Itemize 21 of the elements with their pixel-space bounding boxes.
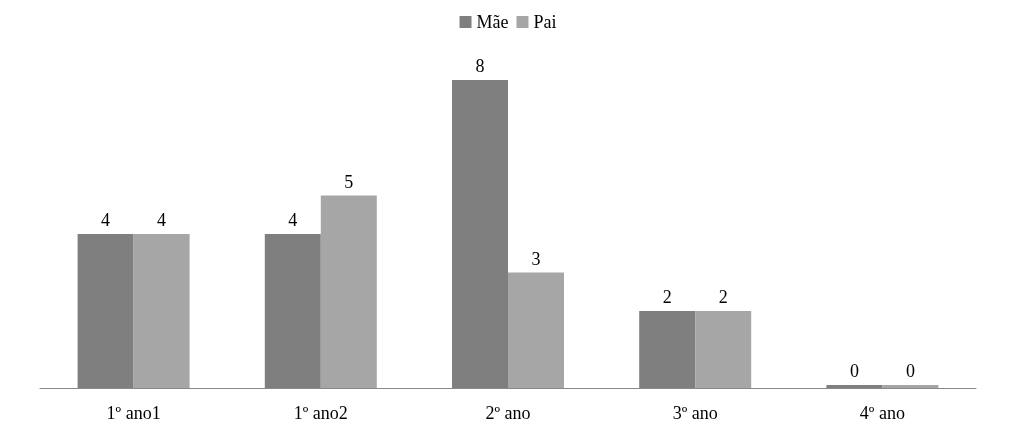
data-label: 8 xyxy=(475,56,485,76)
legend-label: Pai xyxy=(533,12,557,32)
x-tick-label: 4º ano xyxy=(859,403,905,423)
x-tick-label: 3º ano xyxy=(672,403,718,423)
data-label: 0 xyxy=(849,361,859,381)
data-label: 3 xyxy=(531,248,541,269)
data-label: 4 xyxy=(157,210,167,230)
bar xyxy=(320,195,377,388)
bar xyxy=(133,234,190,388)
data-label: 2 xyxy=(662,287,672,307)
data-label: 0 xyxy=(905,361,915,381)
bar xyxy=(508,272,564,388)
x-tick-label: 1º ano2 xyxy=(293,403,348,423)
legend-label: Mãe xyxy=(476,12,509,32)
data-label: 4 xyxy=(101,210,111,230)
x-tick-label: 1º ano1 xyxy=(106,403,161,423)
data-label: 2 xyxy=(718,287,728,307)
data-label: 5 xyxy=(344,171,354,192)
x-tick-label: 2º ano xyxy=(485,403,531,423)
bar xyxy=(695,311,752,388)
data-label: 4 xyxy=(288,210,298,230)
